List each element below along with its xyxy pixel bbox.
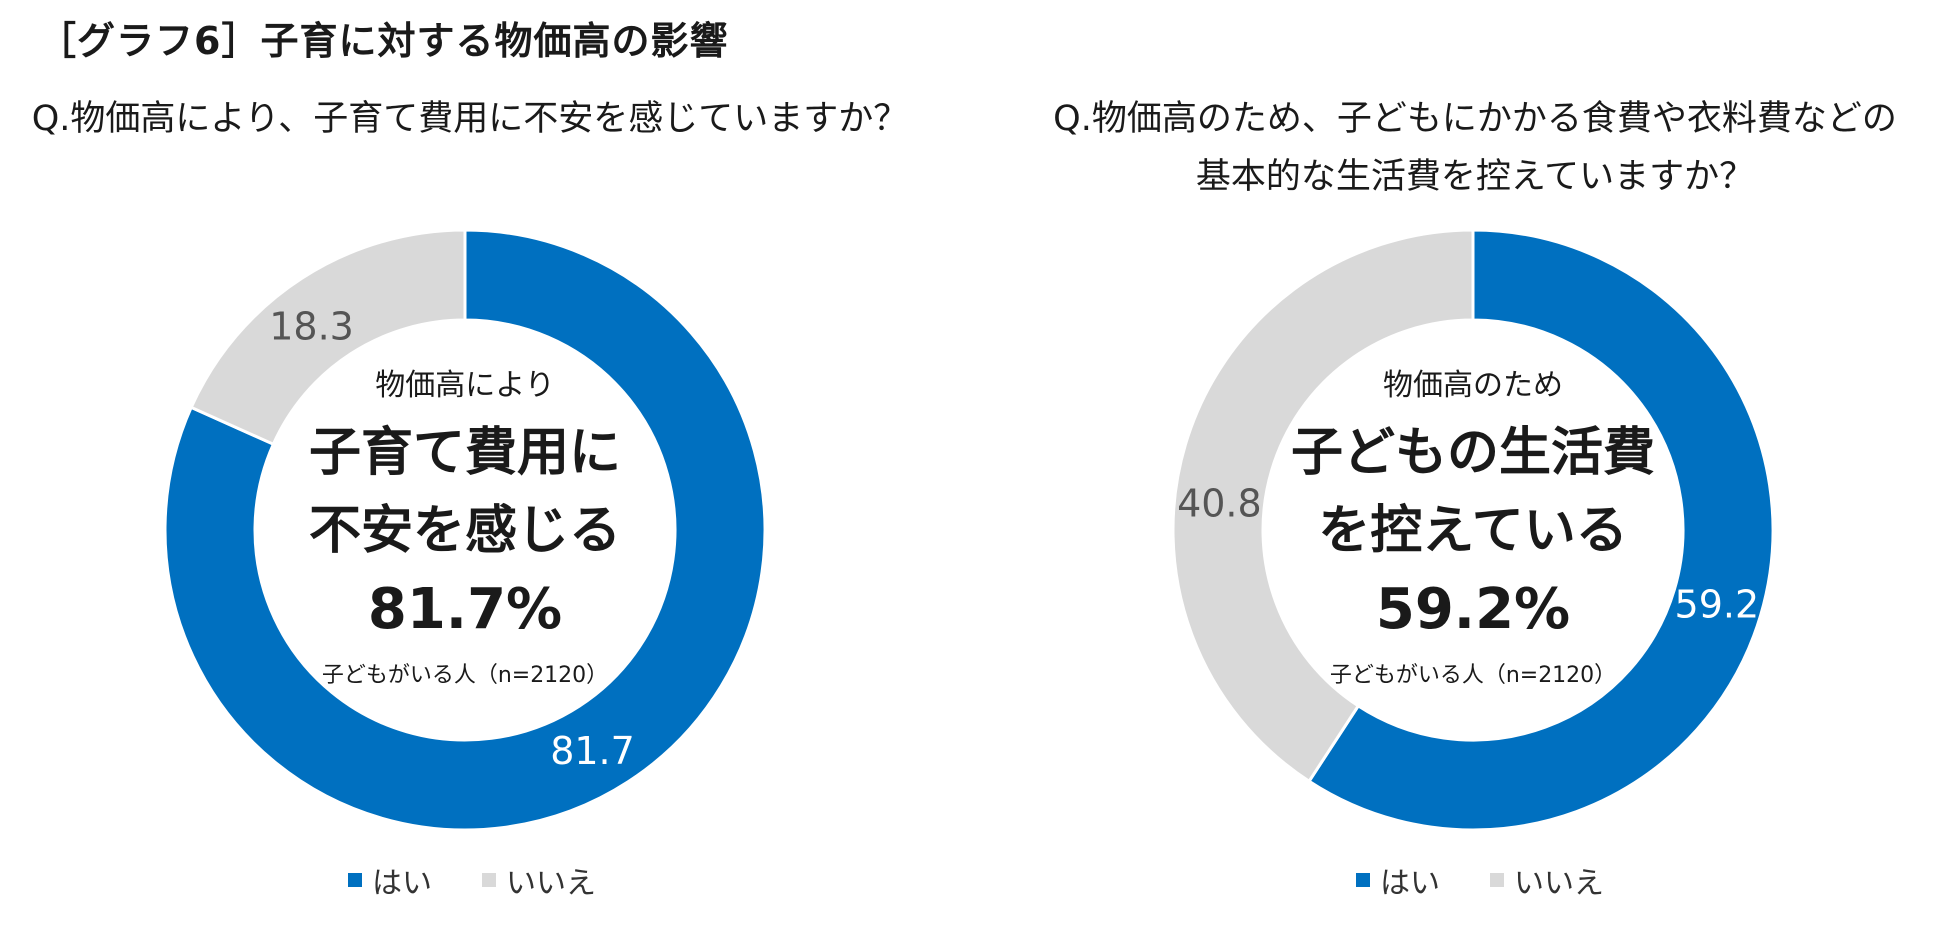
donut-slice-no: [189, 228, 467, 447]
legend-swatch-yes: [348, 873, 362, 887]
graph-title: ［グラフ6］子育に対する物価高の影響: [38, 19, 729, 63]
center-main-left-1: 子育て費用に: [308, 423, 621, 483]
legend-item-no: いいえ: [482, 858, 596, 902]
chart-panel-right: Q.物価高のため、子どもにかかる食費や衣料費などの 基本的な生活費を控えています…: [1000, 0, 1950, 932]
legend-label-yes: はい: [1380, 866, 1440, 901]
center-main-right-1: 子どもの生活費: [1290, 423, 1655, 483]
donut-slice-yes: [1307, 228, 1775, 832]
center-text-left: 物価高により 子育て費用に 不安を感じる 81.7% 子どもがいる人（n=212…: [160, 225, 770, 835]
legend-left: はい いいえ: [348, 858, 646, 902]
center-text-right: 物価高のため 子どもの生活費 を控えている 59.2% 子どもがいる人（n=21…: [1168, 225, 1778, 835]
center-note-left: 子どもがいる人（n=2120）: [321, 663, 609, 688]
data-label-no: 40.8: [1177, 481, 1262, 525]
center-note-right: 子どもがいる人（n=2120）: [1329, 663, 1617, 688]
data-label-no: 18.3: [269, 304, 354, 348]
center-main-right-2: を控えている: [1318, 501, 1628, 561]
legend-item-yes: はい: [348, 858, 432, 902]
legend-swatch-no: [482, 873, 496, 887]
donut-chart-right: 59.2 40.8: [1171, 228, 1775, 832]
legend-swatch-yes: [1356, 873, 1370, 887]
center-percent-left: 81.7%: [367, 577, 563, 642]
center-sub-left: 物価高により: [375, 368, 555, 403]
legend-item-no: いいえ: [1490, 858, 1604, 902]
center-sub-right: 物価高のため: [1383, 368, 1563, 403]
donut-slice-no: [1171, 228, 1475, 784]
legend-label-no: いいえ: [506, 866, 596, 901]
question-right: Q.物価高のため、子どもにかかる食費や衣料費などの 基本的な生活費を控えています…: [1000, 90, 1950, 206]
data-label-yes: 59.2: [1675, 583, 1760, 627]
center-percent-right: 59.2%: [1375, 577, 1571, 642]
center-main-left-2: 不安を感じる: [308, 501, 621, 561]
legend-label-yes: はい: [372, 866, 432, 901]
legend-swatch-no: [1490, 873, 1504, 887]
question-right-line1: Q.物価高のため、子どもにかかる食費や衣料費などの: [1053, 99, 1897, 139]
question-left-text: Q.物価高により、子育て費用に不安を感じていますか？: [31, 99, 909, 139]
question-right-line2: 基本的な生活費を控えていますか？: [1195, 157, 1755, 197]
donut-chart-left: 81.7 18.3: [163, 228, 767, 832]
question-left: Q.物価高により、子育て費用に不安を感じていますか？: [20, 90, 920, 148]
data-label-yes: 81.7: [550, 729, 635, 773]
legend-right: はい いいえ: [1356, 858, 1654, 902]
donut-slice-yes: [163, 228, 767, 832]
legend-item-yes: はい: [1356, 858, 1440, 902]
chart-panel-left: Q.物価高により、子育て費用に不安を感じていますか？ 81.7 18.3 物価高に…: [0, 0, 930, 932]
legend-label-no: いいえ: [1514, 866, 1604, 901]
